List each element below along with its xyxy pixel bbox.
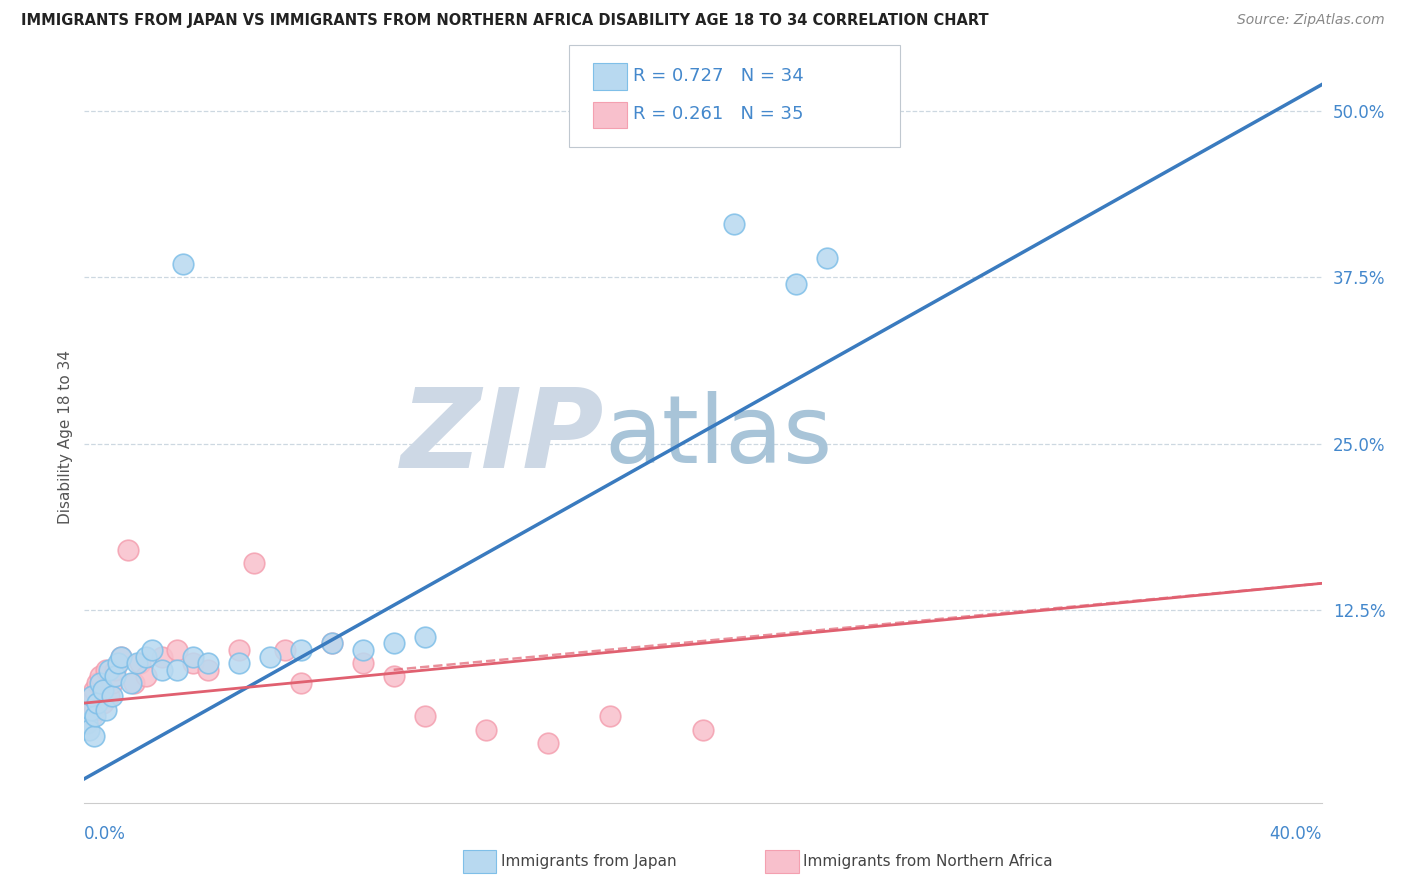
Text: IMMIGRANTS FROM JAPAN VS IMMIGRANTS FROM NORTHERN AFRICA DISABILITY AGE 18 TO 34: IMMIGRANTS FROM JAPAN VS IMMIGRANTS FROM…	[21, 13, 988, 29]
Point	[75, 703, 97, 717]
Point	[290, 643, 312, 657]
Point	[537, 736, 560, 750]
Point	[129, 656, 152, 670]
Point	[321, 636, 343, 650]
Point	[120, 676, 142, 690]
Point	[785, 277, 807, 292]
Point	[382, 636, 405, 650]
Point	[84, 709, 107, 723]
Point	[352, 643, 374, 657]
Text: ZIP: ZIP	[401, 384, 605, 491]
Text: 0.0%: 0.0%	[84, 825, 127, 843]
Point	[79, 690, 101, 704]
Point	[135, 649, 157, 664]
Point	[122, 676, 145, 690]
Point	[274, 643, 297, 657]
Point	[77, 723, 100, 737]
Point	[107, 656, 129, 670]
Point	[290, 676, 312, 690]
Point	[89, 669, 111, 683]
Point	[117, 543, 139, 558]
Point	[321, 636, 343, 650]
Point	[83, 729, 105, 743]
Point	[141, 643, 163, 657]
Point	[110, 649, 132, 664]
Point	[98, 690, 121, 704]
Point	[83, 682, 105, 697]
Point	[150, 649, 173, 664]
Text: Immigrants from Japan: Immigrants from Japan	[501, 855, 676, 869]
Text: Immigrants from Northern Africa: Immigrants from Northern Africa	[803, 855, 1053, 869]
Point	[104, 669, 127, 683]
Point	[98, 663, 121, 677]
Point	[172, 257, 194, 271]
Text: atlas: atlas	[605, 391, 832, 483]
Text: Source: ZipAtlas.com: Source: ZipAtlas.com	[1237, 13, 1385, 28]
Text: R = 0.261   N = 35: R = 0.261 N = 35	[633, 105, 803, 123]
Point	[101, 690, 124, 704]
Point	[599, 709, 621, 723]
Point	[413, 630, 436, 644]
Point	[91, 682, 114, 697]
Y-axis label: Disability Age 18 to 34: Disability Age 18 to 34	[58, 350, 73, 524]
Point	[243, 557, 266, 571]
Point	[89, 676, 111, 690]
Point	[94, 663, 117, 677]
Point	[228, 656, 250, 670]
Point	[82, 709, 104, 723]
Point	[110, 649, 132, 664]
Point	[815, 251, 838, 265]
Point	[76, 716, 98, 731]
Point	[166, 643, 188, 657]
Point	[104, 663, 127, 677]
Point	[197, 663, 219, 677]
Point	[101, 676, 124, 690]
Point	[228, 643, 250, 657]
Point	[352, 656, 374, 670]
Point	[79, 703, 101, 717]
Point	[723, 217, 745, 231]
Point	[86, 696, 108, 710]
Point	[150, 663, 173, 677]
Point	[125, 656, 148, 670]
Point	[382, 669, 405, 683]
Point	[77, 696, 100, 710]
Point	[692, 723, 714, 737]
Point	[135, 669, 157, 683]
Point	[181, 656, 204, 670]
Point	[82, 690, 104, 704]
Point	[413, 709, 436, 723]
Text: 40.0%: 40.0%	[1270, 825, 1322, 843]
Point	[475, 723, 498, 737]
Point	[197, 656, 219, 670]
Point	[166, 663, 188, 677]
Point	[91, 696, 114, 710]
Point	[94, 703, 117, 717]
Text: R = 0.727   N = 34: R = 0.727 N = 34	[633, 67, 803, 85]
Point	[259, 649, 281, 664]
Point	[84, 703, 107, 717]
Point	[86, 676, 108, 690]
Point	[76, 716, 98, 731]
Point	[181, 649, 204, 664]
